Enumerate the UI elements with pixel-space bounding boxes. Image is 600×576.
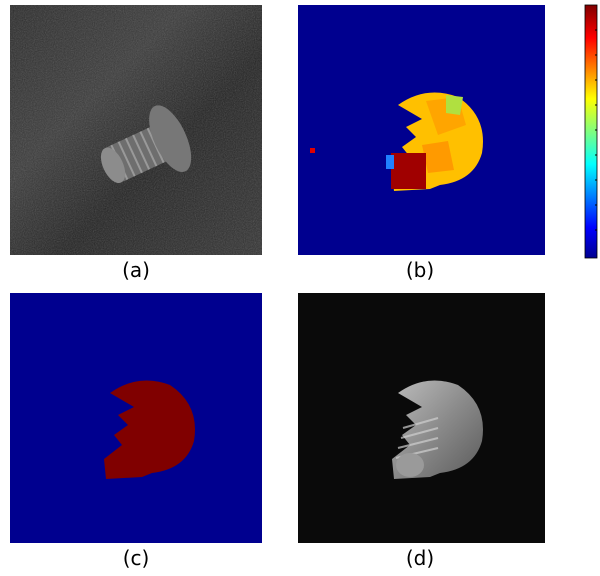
panel-a (10, 5, 262, 255)
panel-c (10, 293, 262, 543)
figure: (a) (b) (c) (d) (0, 0, 600, 576)
caption: (a) (122, 258, 150, 282)
caption: (c) (123, 546, 150, 570)
caption: (d) (406, 546, 434, 570)
panel-d (298, 293, 545, 543)
colorbar (585, 5, 597, 258)
caption: (b) (406, 258, 434, 282)
panel-b (298, 5, 545, 255)
